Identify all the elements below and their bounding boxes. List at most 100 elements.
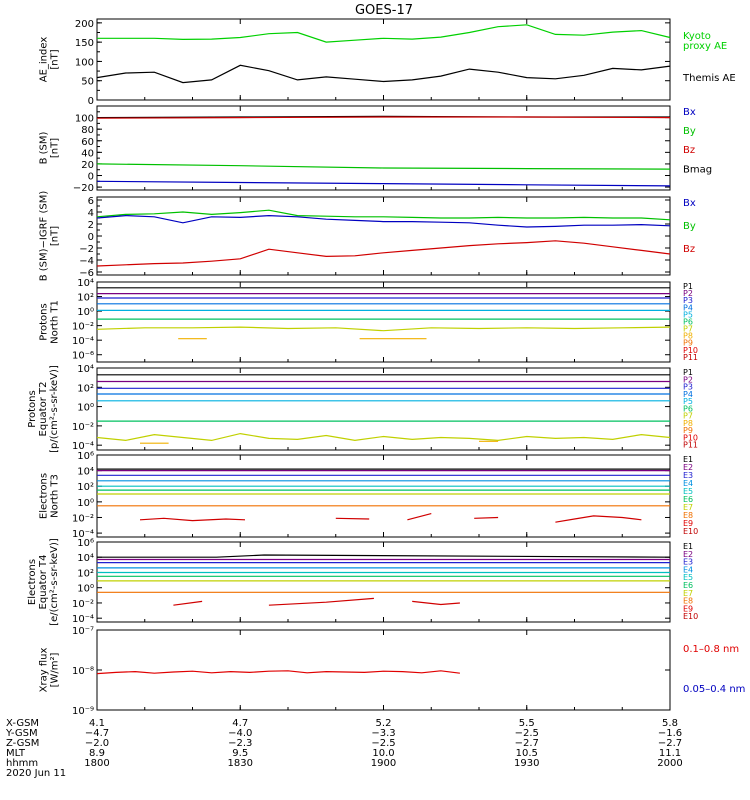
legend-entry: E8 — [683, 597, 693, 606]
y-axis-label: B (SM) — [39, 131, 50, 164]
legend-entry: E10 — [683, 612, 698, 621]
y-tick-label: 10⁻² — [72, 422, 94, 433]
y-tick-label: 80 — [81, 125, 94, 136]
panel-frame — [96, 18, 671, 101]
y-tick-label: 10⁴ — [77, 467, 94, 478]
legend-entry: P7 — [683, 412, 693, 421]
x-axis-row-label: X-GSM — [6, 718, 39, 729]
legend-entry: By — [683, 126, 696, 137]
legend-entry: Bx — [683, 107, 696, 118]
legend-entry: E9 — [683, 519, 693, 528]
y-tick-label: 0 — [88, 172, 94, 183]
y-axis-label: North T3 — [50, 474, 61, 518]
x-tick-label: −2.7 — [515, 738, 539, 749]
y-tick-label: 10⁰ — [77, 498, 94, 509]
y-tick-label: 100 — [75, 114, 94, 125]
legend-entry: E7 — [683, 589, 693, 598]
x-tick-label: −3.3 — [371, 728, 395, 739]
legend-entry: Bz — [683, 145, 695, 156]
y-tick-label: 50 — [81, 77, 94, 88]
series-line — [97, 554, 671, 558]
legend-entry: P5 — [683, 397, 693, 406]
x-tick-label: −1.6 — [658, 728, 682, 739]
y-tick-label: 10⁻⁸ — [72, 666, 94, 677]
legend-entry: P8 — [683, 332, 693, 341]
legend-entry: P10 — [683, 433, 698, 442]
series-line — [96, 670, 460, 675]
y-tick-label: −6 — [79, 268, 94, 279]
y-tick-label: 10⁴ — [77, 553, 94, 564]
legend-entry: P10 — [683, 346, 698, 355]
series-line — [96, 64, 671, 84]
x-axis-row-label: hhmm — [6, 758, 38, 769]
legend-entry: E4 — [683, 479, 693, 488]
y-axis-label: [W/m²] — [50, 652, 61, 687]
series-line — [173, 600, 203, 606]
series-line — [97, 24, 671, 43]
x-tick-label: 5.5 — [519, 718, 535, 729]
x-tick-label: 9.5 — [232, 748, 248, 759]
legend-entry: Bx — [683, 198, 696, 209]
y-tick-label: 200 — [75, 19, 94, 30]
series-line — [96, 116, 671, 119]
y-tick-label: 10⁰ — [77, 307, 94, 318]
legend-entry: P6 — [683, 317, 693, 326]
y-tick-label: 10⁶ — [77, 451, 94, 462]
legend-entry: E1 — [683, 542, 693, 551]
y-tick-label: −2 — [79, 244, 94, 255]
y-axis-label: Protons — [39, 303, 50, 340]
panel-frame — [96, 105, 671, 191]
legend-entry: E5 — [683, 487, 693, 496]
y-tick-label: 10⁻² — [72, 599, 94, 610]
panel-xray: 10⁻⁹ 10⁻⁸ 10⁻⁷ Xray flux [W/m²] 0.1–0.8 nm 0.0… — [39, 626, 746, 717]
legend-entry: Kyoto — [683, 31, 711, 42]
y-axis-label: [nT] — [50, 226, 61, 246]
legend-entry: P2 — [683, 289, 693, 298]
x-axis-row-label: Y-GSM — [5, 728, 38, 739]
y-tick-label: 10⁻⁹ — [72, 706, 94, 717]
y-tick-label: 10⁰ — [77, 403, 94, 414]
y-tick-label: 60 — [81, 137, 94, 148]
legend-entry: P11 — [683, 353, 698, 362]
legend-entry: E8 — [683, 511, 693, 520]
y-tick-label: 20 — [81, 160, 94, 171]
legend-entry: P3 — [683, 296, 693, 305]
series-line — [268, 597, 374, 606]
x-tick-label: −4.7 — [85, 728, 109, 739]
y-tick-label: 2 — [88, 220, 94, 231]
y-tick-label: 10⁻⁴ — [72, 614, 94, 625]
y-tick-label: 100 — [75, 57, 94, 68]
y-tick-label: 10⁻² — [72, 513, 94, 524]
legend-entry: P1 — [683, 368, 693, 377]
legend-entry: E10 — [683, 527, 698, 536]
legend-entry: P2 — [683, 375, 693, 384]
x-tick-label: 11.1 — [659, 748, 681, 759]
y-tick-label: 10⁻⁷ — [72, 626, 94, 637]
legend-entry: P6 — [683, 404, 693, 413]
legend-entry: P3 — [683, 383, 693, 392]
legend-entry: 0.05–0.4 nm — [683, 684, 745, 695]
series-line — [96, 209, 671, 221]
y-tick-label: 10⁻⁴ — [72, 336, 94, 347]
series-line — [335, 517, 370, 520]
legend-entry: E7 — [683, 503, 693, 512]
x-tick-label: 5.2 — [376, 718, 392, 729]
y-tick-label: 10⁶ — [77, 538, 94, 549]
legend-entry: P4 — [683, 303, 693, 312]
panel-frame — [96, 454, 671, 538]
x-tick-label: 2000 — [657, 758, 682, 769]
x-tick-label: −2.0 — [85, 738, 109, 749]
series-line — [96, 214, 671, 228]
legend-entry: By — [683, 221, 696, 232]
y-tick-label: 0 — [88, 96, 94, 107]
y-tick-label: −4 — [79, 256, 94, 267]
panel-frame — [96, 629, 671, 711]
legend-entry: P7 — [683, 325, 693, 334]
x-tick-label: 4.1 — [89, 718, 105, 729]
